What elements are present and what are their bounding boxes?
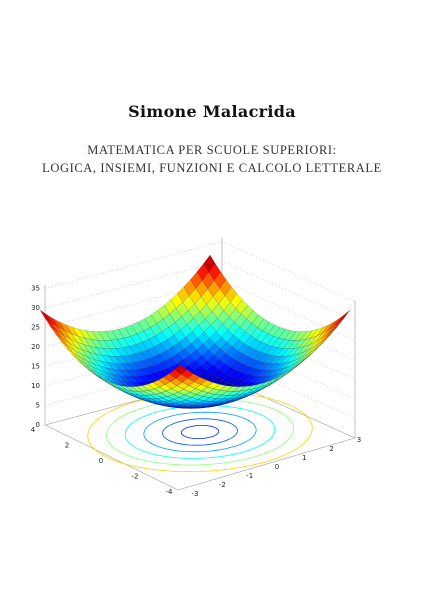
z-tick-label: 20 [31,343,40,351]
author: Simone Malacrida [128,102,296,121]
title-line: MATEMATICA PER SCUOLE SUPERIORI: [87,143,337,157]
z-tick-label: 30 [31,304,40,312]
contour [124,405,276,459]
contour [87,391,313,473]
grid-line [44,241,356,302]
x-tick-label: 2 [65,442,69,450]
z-tick-label: 5 [36,402,40,410]
surface-cell [332,314,345,328]
x-tick-label: 0 [99,457,103,465]
y-tick-label: 0 [275,463,279,471]
y-tick-label: 3 [357,436,361,444]
contour [105,398,295,466]
z-tick-label: 0 [36,421,40,429]
y-tick-label: -1 [246,472,253,480]
grid-line [44,260,356,322]
y-tick-label: 2 [329,445,333,453]
surface-cell [337,309,351,324]
z-tick-label: 25 [31,324,40,332]
y-tick-label: -2 [219,481,226,489]
contour [180,424,220,440]
z-tick-label: 15 [31,363,40,371]
contour [162,418,238,446]
x-tick-label: -2 [132,473,139,481]
surface [39,254,351,409]
x-tick-label: 4 [31,426,36,434]
x-tick-label: -4 [166,488,174,496]
contours [87,391,313,473]
z-tick-label: 35 [31,285,40,293]
contour [143,411,257,453]
z-tick-label: 10 [31,382,40,390]
surface-cell [174,364,187,375]
y-tick-label: 1 [302,454,306,462]
y-tick-label: -3 [192,490,199,498]
title-line: LOGICA, INSIEMI, FUNZIONI E CALCOLO LETT… [42,161,382,175]
